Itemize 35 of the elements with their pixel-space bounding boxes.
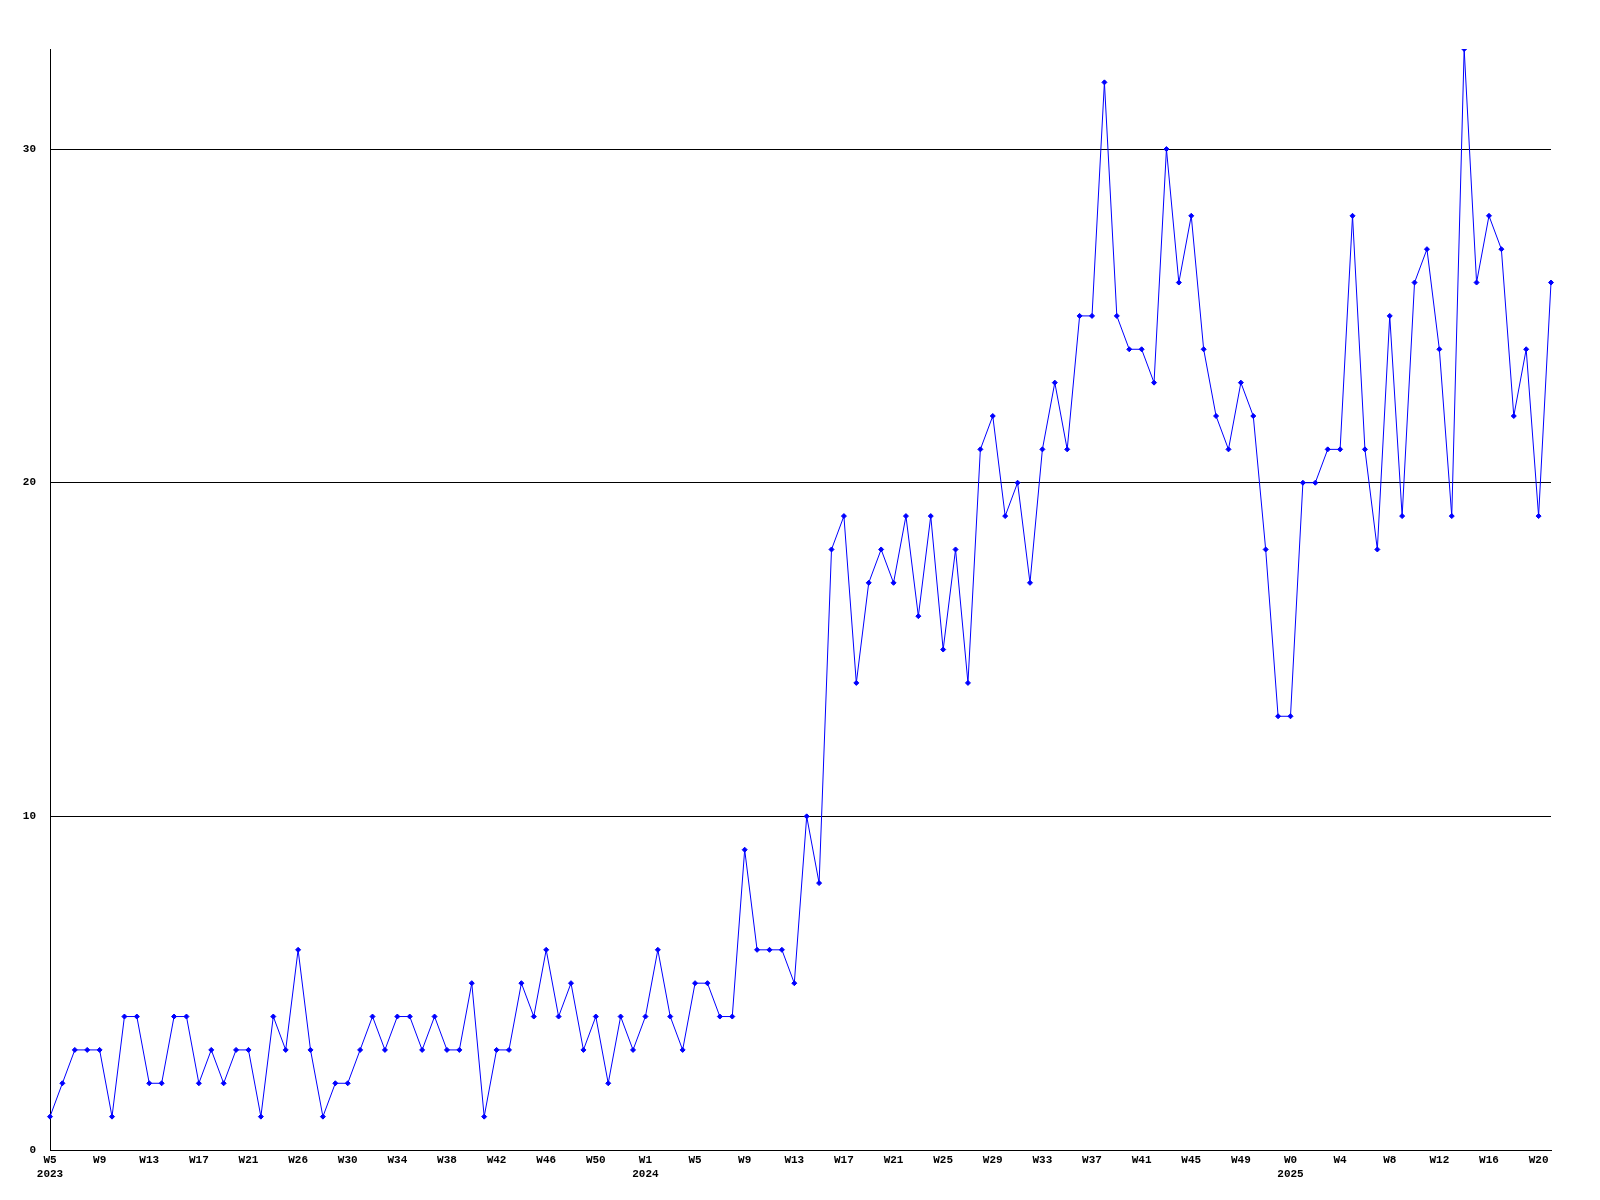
x-tick-label: W0 2025 — [1277, 1154, 1305, 1180]
x-tick-label: W17 — [188, 1154, 209, 1167]
x-tick-label: W5 — [688, 1154, 703, 1167]
x-tick-label: W41 — [1131, 1154, 1152, 1167]
x-tick-label: W1 2024 — [632, 1154, 660, 1180]
y-tick-label: 30 — [22, 142, 36, 155]
x-tick-label: W17 — [834, 1154, 854, 1167]
x-tick-label: W46 — [536, 1154, 557, 1167]
x-tick-label: W13 — [784, 1154, 805, 1167]
x-tick-label: W12 — [1429, 1154, 1450, 1167]
x-tick-label: W8 — [1383, 1154, 1397, 1167]
x-tick-label: W5 2023 — [36, 1154, 64, 1180]
x-tick-label: W34 — [387, 1154, 408, 1167]
x-tick-label: W33 — [1032, 1154, 1053, 1167]
x-tick-label: W45 — [1181, 1154, 1202, 1167]
x-tick-label: W29 — [982, 1154, 1003, 1167]
x-tick-label: W38 — [437, 1154, 458, 1167]
x-tick-label: W49 — [1230, 1154, 1251, 1167]
x-tick-label: W4 — [1333, 1154, 1348, 1167]
x-tick-label: W9 — [738, 1154, 752, 1167]
x-tick-label: W25 — [933, 1154, 954, 1167]
x-tick-label: W50 — [585, 1154, 606, 1167]
x-tick-label: W16 — [1479, 1154, 1499, 1167]
x-tick-label: W21 — [883, 1154, 904, 1167]
x-tick-label: W30 — [337, 1154, 358, 1167]
x-tick-label: W21 — [238, 1154, 259, 1167]
y-tick-label: 10 — [22, 810, 36, 823]
x-tick-label: W37 — [1082, 1154, 1102, 1167]
y-tick-label: 20 — [22, 476, 36, 489]
x-tick-label: W42 — [486, 1154, 507, 1167]
y-tick-label: 0 — [29, 1143, 36, 1156]
x-tick-label: W9 — [93, 1154, 107, 1167]
x-tick-label: W13 — [139, 1154, 160, 1167]
x-tick-label: W20 — [1528, 1154, 1549, 1167]
x-tick-label: W26 — [288, 1154, 309, 1167]
